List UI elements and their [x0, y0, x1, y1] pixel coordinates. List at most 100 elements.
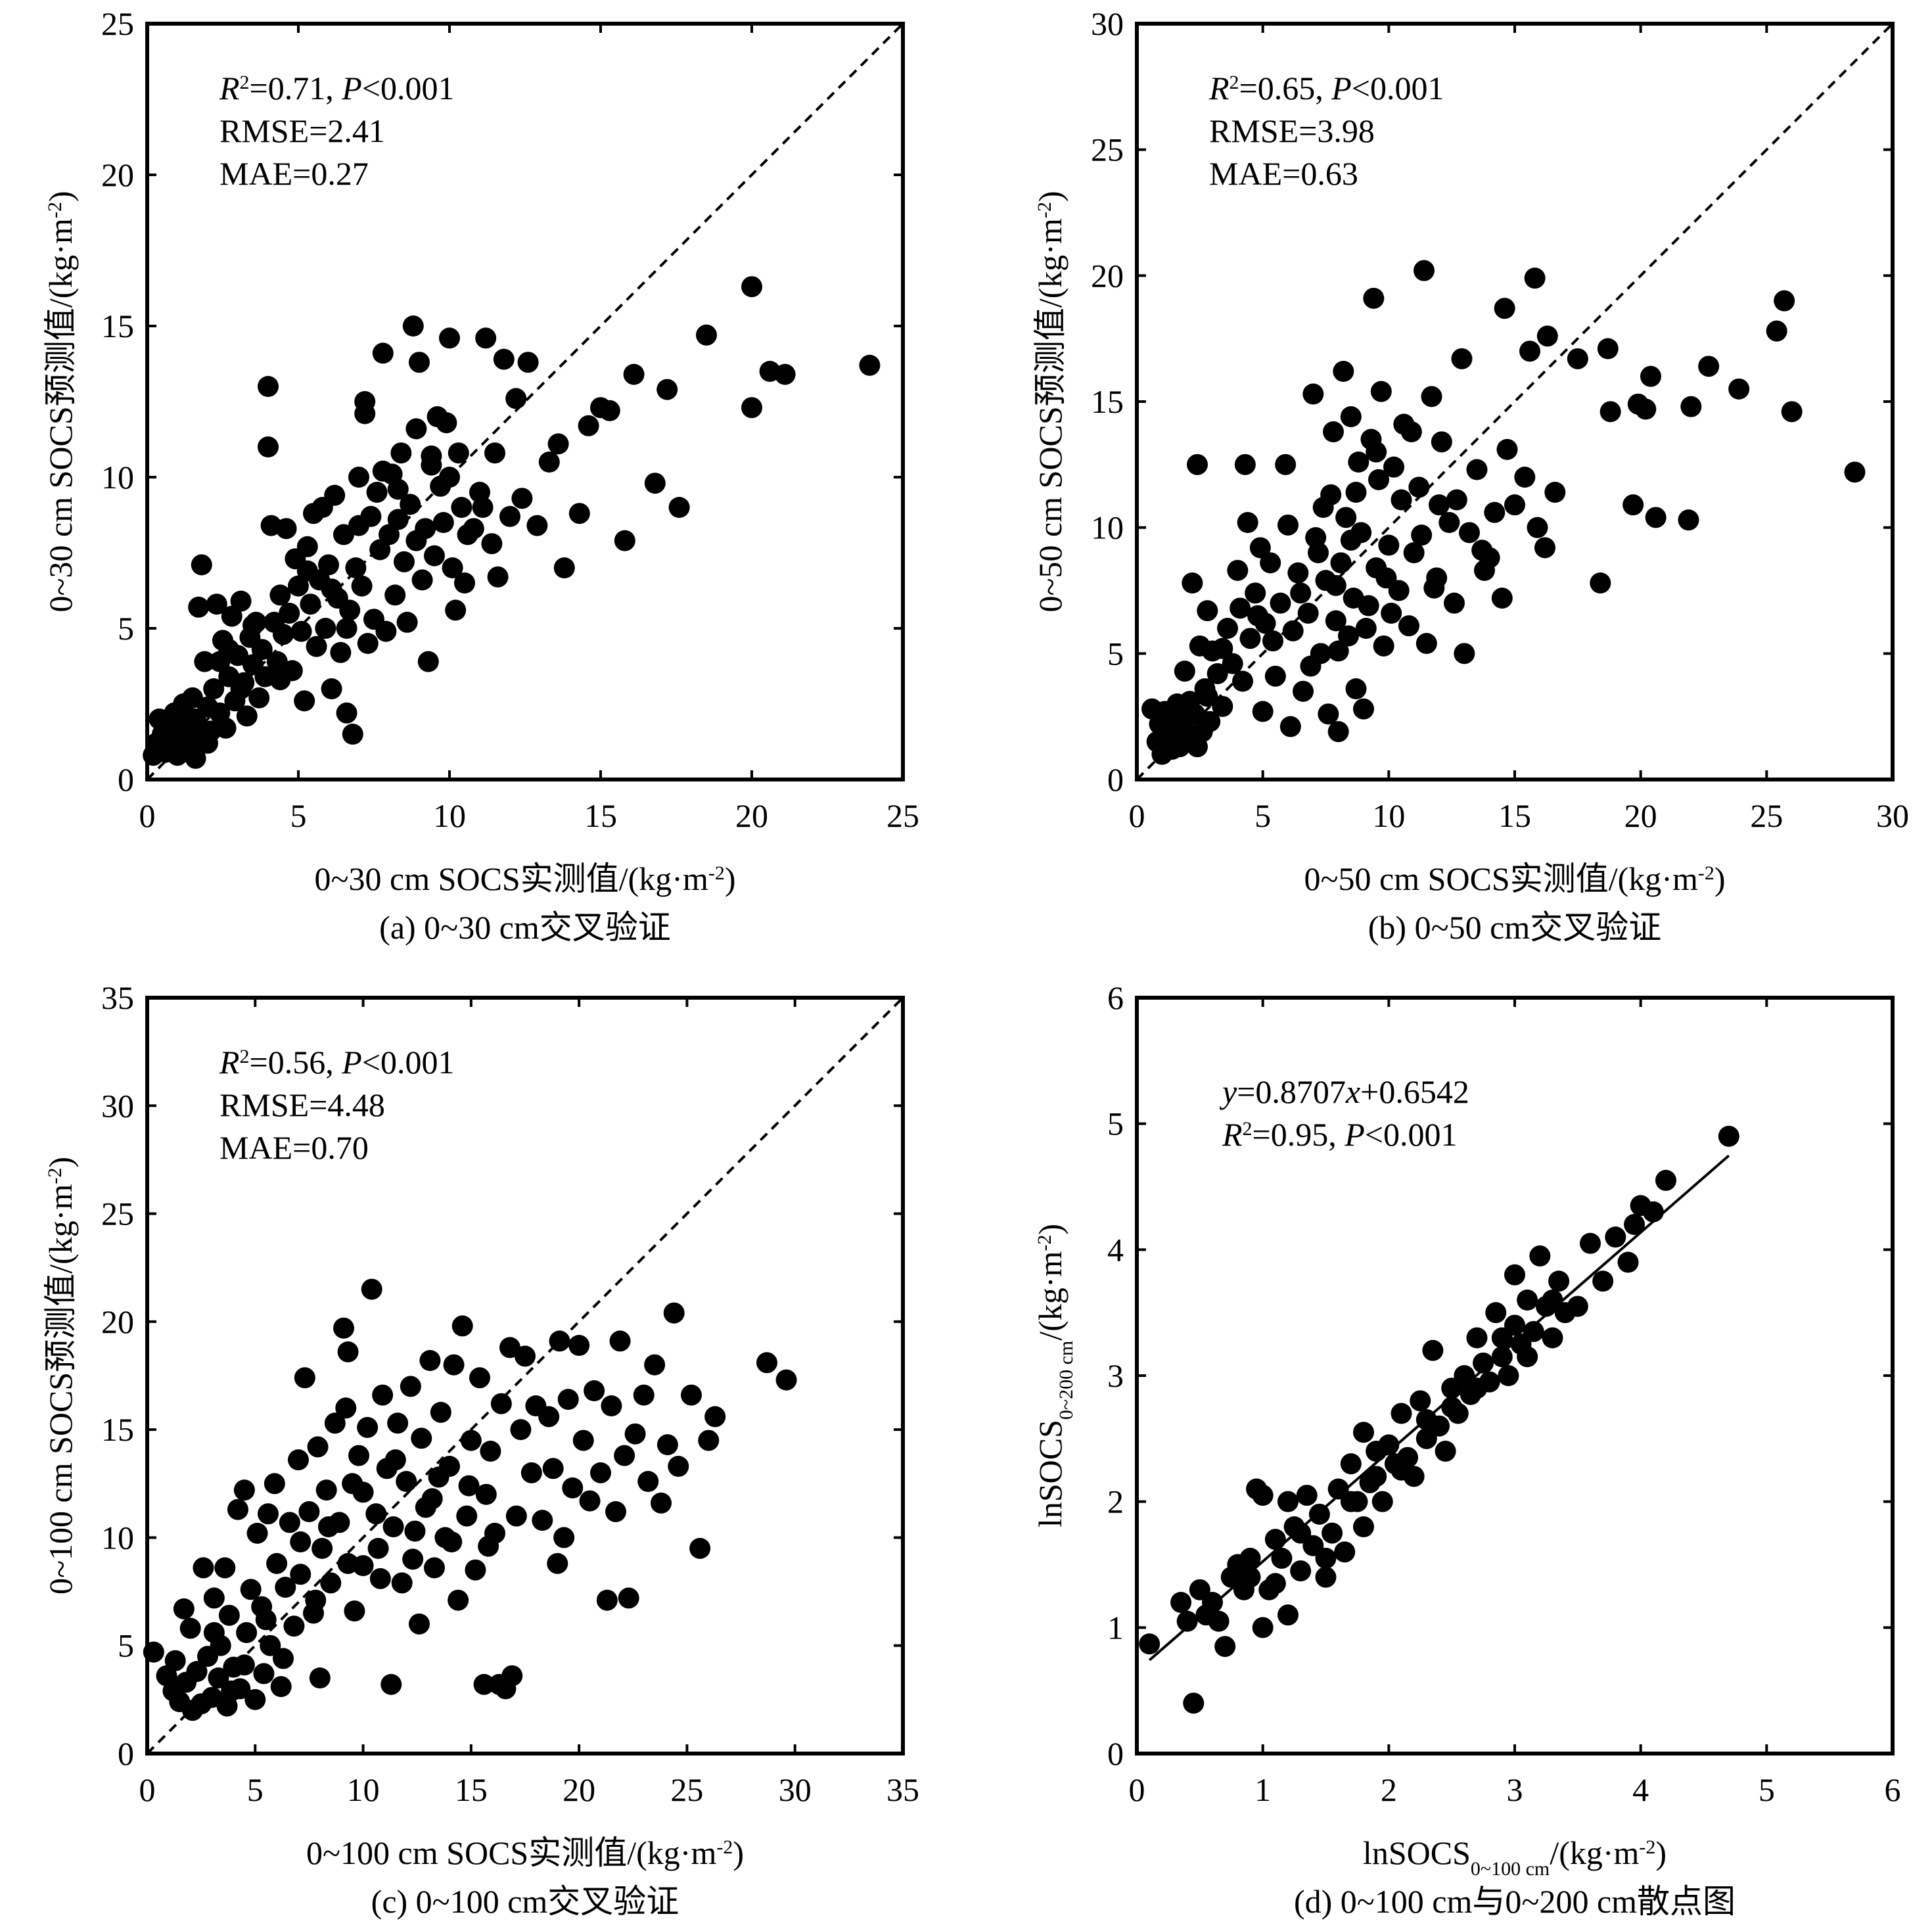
scatter-point	[445, 599, 467, 621]
scatter-point	[1421, 386, 1442, 407]
scatter-point	[315, 1479, 337, 1501]
scatter-point	[859, 354, 881, 376]
scatter-point	[411, 1428, 432, 1449]
scatter-point	[1534, 537, 1555, 559]
y-axis-label: 0~100 cm SOCS预测值/(kg·m-2)	[42, 1157, 79, 1594]
scatter-point	[1197, 600, 1218, 622]
scatter-point	[1353, 1516, 1374, 1537]
scatter-point	[1245, 582, 1266, 604]
scatter-point	[601, 1395, 622, 1416]
scatter-point	[1227, 559, 1249, 581]
scatter-point	[384, 584, 406, 606]
y-tick-label: 0	[1107, 1735, 1124, 1772]
scatter-point	[1340, 1453, 1362, 1475]
scatter-point	[578, 415, 599, 436]
one-to-one-line	[1136, 22, 1894, 781]
scatter-point	[579, 1490, 601, 1512]
scatter-point	[1340, 1491, 1362, 1512]
x-tick-label: 0	[139, 797, 156, 834]
scatter-point	[1279, 716, 1301, 737]
scatter-point	[457, 524, 478, 546]
scatter-point	[1491, 1346, 1513, 1368]
scatter-point	[1302, 383, 1324, 405]
scatter-point	[193, 1557, 214, 1579]
scatter-point	[651, 1492, 672, 1514]
scatter-point	[236, 1622, 258, 1643]
scatter-point	[618, 1587, 639, 1609]
scatter-point	[1491, 588, 1513, 609]
scatter-point	[337, 1341, 359, 1362]
scatter-point	[1252, 1485, 1274, 1506]
scatter-point	[568, 1335, 590, 1356]
scatter-point	[1645, 507, 1667, 528]
scatter-point	[258, 1503, 279, 1525]
scatter-point	[182, 687, 203, 709]
scatter-point	[1264, 665, 1286, 687]
scatter-point	[465, 1559, 486, 1581]
scatter-point	[1308, 1503, 1330, 1525]
x-tick-label: 2	[1381, 1771, 1397, 1808]
x-axis-label: 0~50 cm SOCS实测值/(kg·m-2)	[1304, 860, 1725, 897]
scatter-point	[352, 1481, 374, 1503]
scatter-point	[179, 1617, 201, 1639]
y-tick-label: 5	[1107, 635, 1124, 672]
scatter-point	[275, 518, 297, 540]
scatter-point	[1844, 461, 1866, 483]
stats-annotation: MAE=0.70	[219, 1129, 369, 1166]
scatter-point	[1300, 655, 1322, 677]
y-tick-label: 25	[1091, 131, 1124, 168]
scatter-point	[1249, 537, 1271, 559]
x-tick-label: 35	[886, 1771, 919, 1808]
x-tick-label: 15	[455, 1771, 488, 1808]
scatter-point	[279, 603, 300, 624]
scatter-point	[264, 1473, 285, 1495]
scatter-point	[1446, 489, 1467, 511]
scatter-point	[1340, 406, 1362, 427]
scatter-point	[203, 678, 225, 699]
scatter-point	[1781, 401, 1803, 423]
scatter-point	[1766, 320, 1787, 342]
scatter-point	[258, 436, 279, 457]
scatter-point	[1567, 1295, 1588, 1317]
scatter-point	[1391, 489, 1412, 511]
scatter-point	[321, 578, 342, 600]
scatter-point	[1466, 459, 1488, 480]
x-tick-label: 4	[1632, 1771, 1649, 1808]
y-tick-label: 30	[101, 1087, 134, 1124]
scatter-point	[1414, 260, 1435, 281]
scatter-point	[173, 1598, 195, 1619]
x-tick-label: 5	[1254, 797, 1271, 834]
scatter-point	[1187, 454, 1208, 475]
scatter-point	[614, 1445, 635, 1466]
stats-annotation: R2=0.65, P<0.001	[1208, 70, 1444, 106]
scatter-point	[372, 1384, 394, 1406]
scatter-point	[480, 1441, 501, 1462]
scatter-point	[417, 651, 439, 672]
x-tick-label: 6	[1885, 1771, 1901, 1808]
scatter-point	[266, 1552, 288, 1574]
scatter-point	[321, 678, 342, 699]
stats-annotation: y=0.8707x+0.6542	[1219, 1073, 1469, 1110]
x-axis-label: 0~30 cm SOCS实测值/(kg·m-2)	[314, 860, 735, 897]
scatter-point	[1423, 577, 1445, 599]
scatter-point	[1199, 710, 1221, 732]
scatter-point	[1498, 1365, 1519, 1386]
scatter-point	[387, 478, 409, 500]
scatter-point	[1197, 686, 1218, 707]
y-tick-label: 25	[101, 5, 134, 42]
scatter-point	[448, 1589, 469, 1611]
scatter-point	[1366, 1466, 1387, 1487]
scatter-point	[520, 1462, 542, 1483]
scatter-point	[339, 599, 361, 621]
scatter-point	[1323, 421, 1344, 442]
scatter-point	[394, 551, 415, 572]
scatter-point	[609, 1330, 631, 1352]
y-tick-label: 0	[118, 1735, 134, 1772]
scatter-point	[1451, 348, 1473, 369]
scatter-point	[275, 1577, 296, 1598]
scatter-point	[663, 1302, 685, 1324]
scatter-point	[348, 1445, 369, 1466]
scatter-point	[230, 590, 252, 612]
scatter-point	[553, 1527, 575, 1548]
scatter-point	[1312, 497, 1334, 518]
